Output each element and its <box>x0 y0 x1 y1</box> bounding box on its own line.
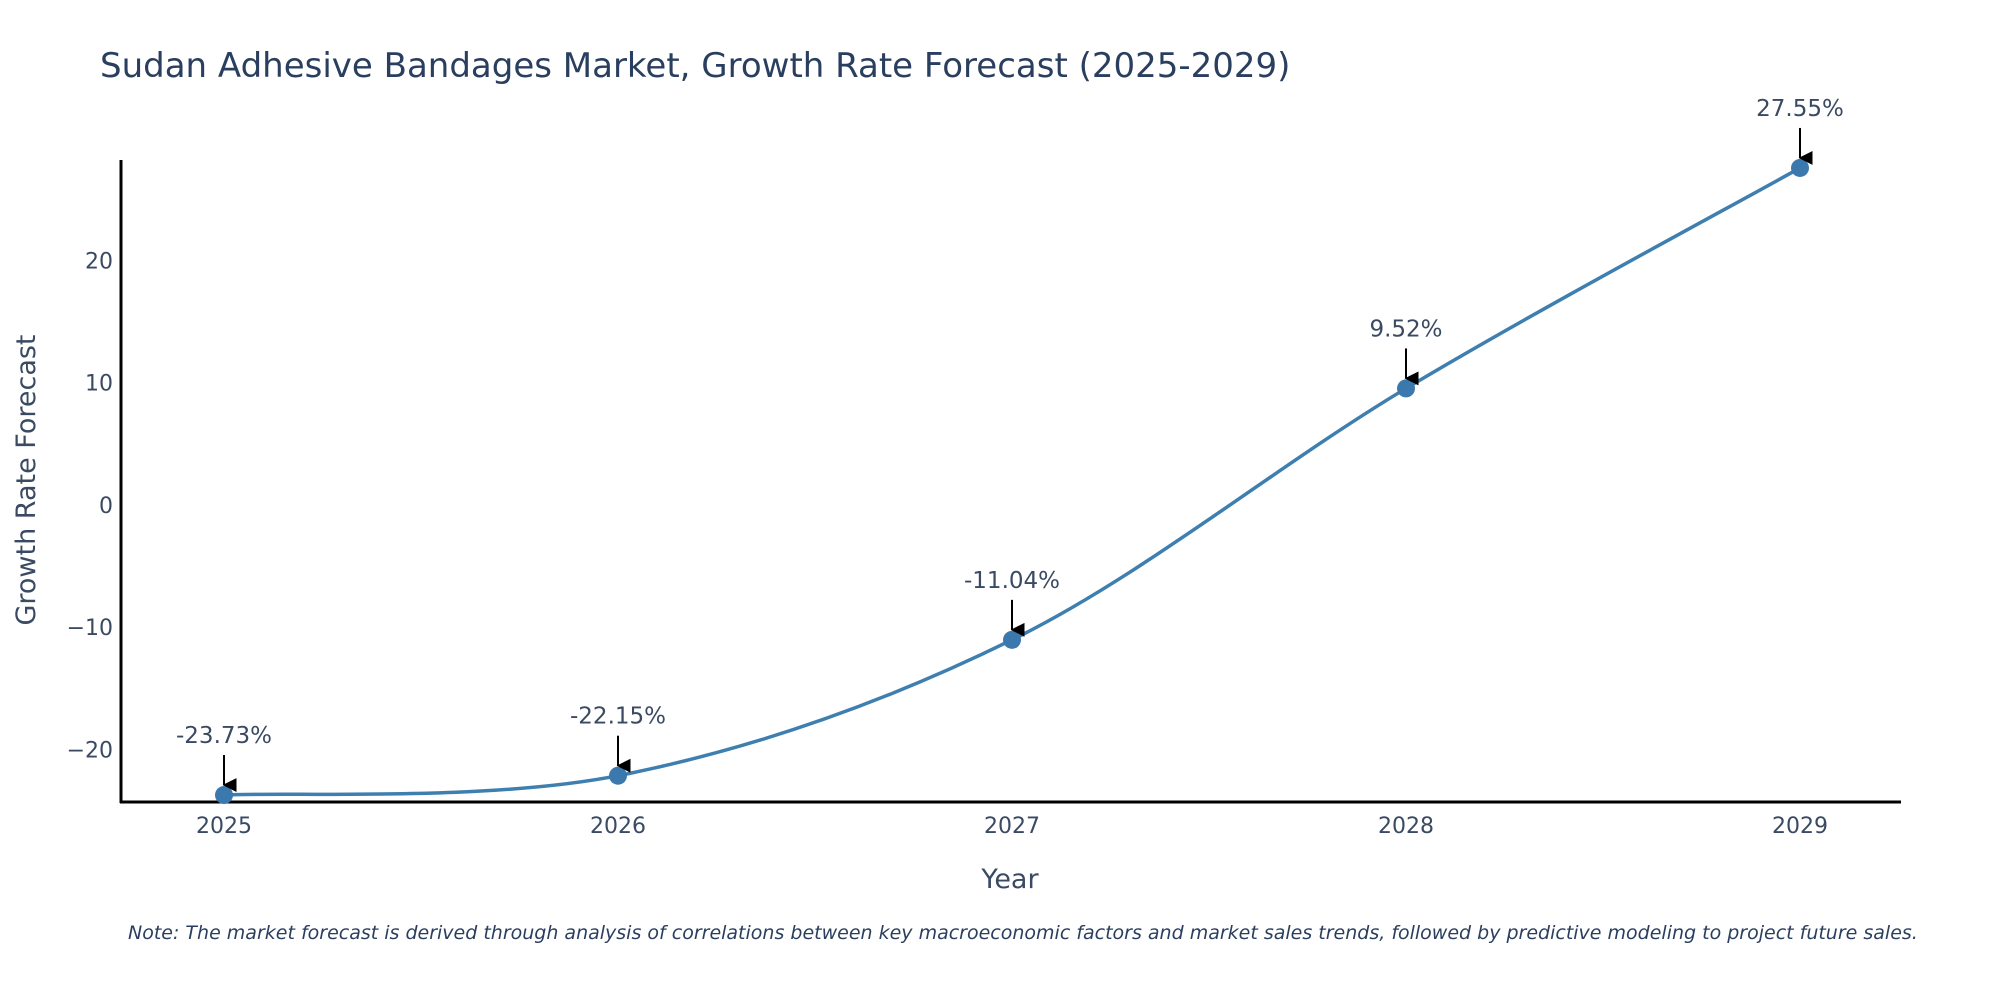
y-tick-label: 0 <box>99 494 113 519</box>
y-axis-title: Growth Rate Forecast <box>11 334 42 625</box>
data-label: -22.15% <box>570 704 666 730</box>
data-point <box>1791 158 1809 177</box>
x-axis-title: Year <box>980 864 1039 895</box>
x-tick-label: 2026 <box>590 814 646 839</box>
x-axis-ticks: 2025 2026 2027 2028 2029 <box>196 814 1828 839</box>
y-tick-label: −20 <box>67 738 113 763</box>
x-tick-label: 2025 <box>196 814 252 839</box>
data-label: 27.55% <box>1756 96 1844 122</box>
data-point <box>1397 379 1415 398</box>
axes <box>119 160 1901 804</box>
x-tick-label: 2027 <box>984 814 1040 839</box>
x-tick-label: 2028 <box>1378 814 1434 839</box>
data-label: -11.04% <box>964 568 1060 594</box>
y-tick-label: −10 <box>67 616 113 641</box>
data-annotations: -23.73% -22.15% -11.04% 9.52% 27.55% <box>176 96 1844 793</box>
y-tick-label: 20 <box>85 249 113 274</box>
chart-title: Sudan Adhesive Bandages Market, Growth R… <box>100 46 1291 86</box>
data-label: -23.73% <box>176 723 272 749</box>
data-point <box>215 786 233 805</box>
series-markers <box>215 158 1809 805</box>
y-axis-ticks: −20 −10 0 10 20 <box>67 249 113 763</box>
data-point <box>609 766 627 785</box>
x-tick-label: 2029 <box>1772 814 1828 839</box>
data-point <box>1003 630 1021 649</box>
y-tick-label: 10 <box>85 372 113 397</box>
data-label: 9.52% <box>1369 316 1442 342</box>
series-line <box>223 166 1801 797</box>
footnote: Note: The market forecast is derived thr… <box>128 922 1918 944</box>
